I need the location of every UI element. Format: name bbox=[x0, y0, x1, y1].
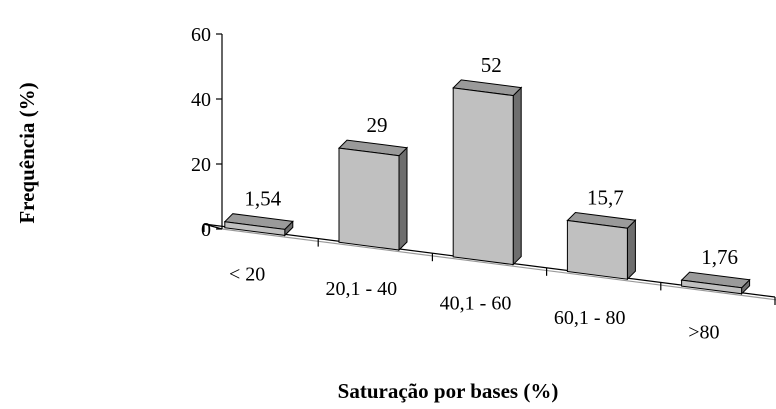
floor-back-line bbox=[221, 228, 776, 301]
y-tick-label: 20 bbox=[191, 154, 211, 176]
bar bbox=[223, 213, 294, 237]
bar-side-face bbox=[626, 218, 636, 281]
bar-side-face bbox=[398, 146, 408, 252]
y-tick-label: 40 bbox=[191, 89, 211, 111]
y-axis-title: Frequência (%) bbox=[15, 82, 39, 223]
x-tick-label: 20,1 - 40 bbox=[325, 278, 397, 300]
x-axis-title: Saturação por bases (%) bbox=[338, 379, 559, 403]
y-tick-label: 60 bbox=[191, 24, 211, 46]
data-label: 52 bbox=[481, 53, 502, 77]
bar bbox=[337, 139, 409, 252]
bar-front-face bbox=[681, 279, 743, 295]
bars bbox=[223, 79, 751, 296]
x-tick-label: 40,1 - 60 bbox=[440, 293, 512, 315]
data-label: 1,76 bbox=[701, 245, 738, 269]
chart-floor bbox=[221, 228, 776, 301]
bar-front-face bbox=[338, 147, 400, 251]
x-tick-label: < 20 bbox=[229, 263, 265, 285]
bar bbox=[680, 271, 751, 296]
value-labels: 1,54 29 52 15,7 1,76 bbox=[244, 53, 738, 269]
x-tick-label: >80 bbox=[688, 322, 719, 344]
bar-front-face bbox=[566, 219, 628, 280]
floor-left-edge bbox=[203, 223, 223, 230]
bar-front-face bbox=[452, 87, 514, 266]
x-tick-label: 60,1 - 80 bbox=[554, 307, 626, 329]
chart-axes: 0 20 40 60 < 20 20,1 - 40 40,1 - 60 60,1 - 80 >8… bbox=[191, 24, 776, 344]
data-label: 15,7 bbox=[587, 185, 624, 209]
bar bbox=[452, 79, 523, 266]
data-label: 29 bbox=[367, 113, 388, 137]
y-tick-label: 0 bbox=[201, 219, 211, 241]
bar bbox=[566, 211, 637, 281]
bar-front-face bbox=[224, 221, 286, 236]
data-label: 1,54 bbox=[244, 187, 281, 211]
bar-side-face bbox=[512, 86, 522, 266]
